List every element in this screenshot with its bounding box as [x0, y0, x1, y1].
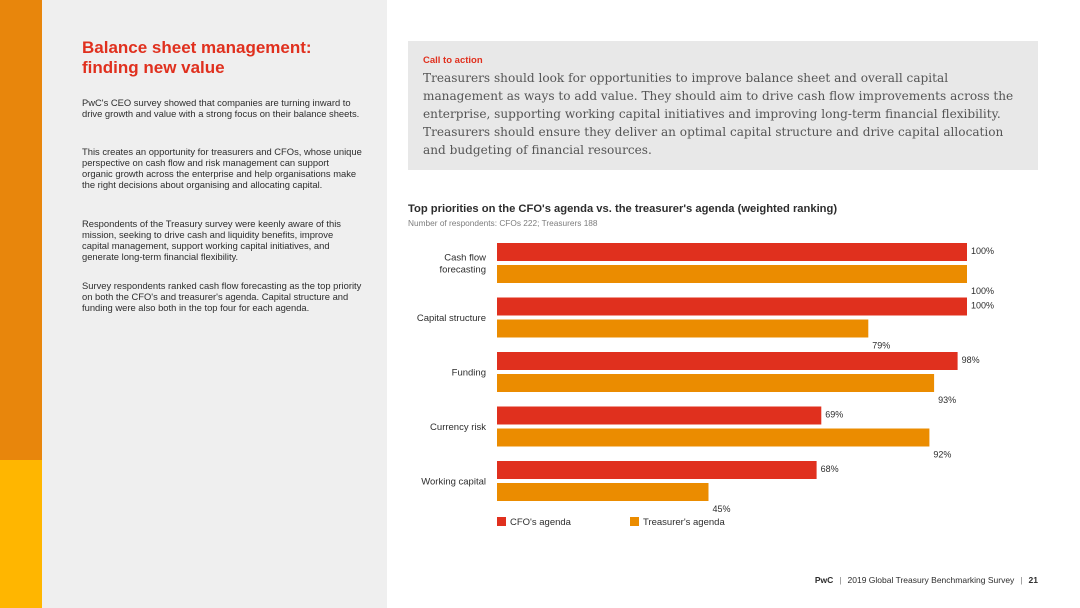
category-label: Funding: [452, 368, 486, 379]
bar-value-label: 79%: [872, 341, 890, 351]
page-footer: PwC | 2019 Global Treasury Benchmarking Su…: [815, 575, 1038, 585]
ranking-paragraph: Survey respondents ranked cash flow fore…: [82, 280, 362, 313]
treasurer-bar: [497, 265, 967, 283]
call-to-action-text: Treasurers should look for opportunities…: [423, 71, 1014, 157]
intro-paragraph: PwC's CEO survey showed that companies a…: [82, 97, 360, 119]
treasurer-bar: [497, 428, 930, 447]
left-panel: [42, 0, 387, 608]
section-title-line-2: finding new value: [82, 58, 225, 77]
section-title-line-1: Balance sheet management:: [82, 38, 312, 57]
category-label: Currency risk: [430, 422, 486, 433]
category-label: Cash flow forecasting: [440, 253, 487, 276]
footer-survey-name: 2019 Global Treasury Benchmarking Survey: [847, 575, 1015, 585]
bar-value-label: 100%: [971, 286, 994, 296]
legend-swatch: [497, 517, 506, 526]
call-to-action-box: [408, 41, 1038, 170]
bar-value-label: 92%: [933, 450, 951, 460]
cfo-bar: [497, 243, 967, 261]
bar-value-label: 100%: [971, 246, 994, 256]
opportunity-paragraph: This creates an opportunity for treasure…: [82, 146, 362, 190]
legend-label: Treasurer's agenda: [643, 517, 725, 528]
cfo-bar: [497, 352, 958, 370]
page-number: 21: [1028, 575, 1038, 585]
bar-value-label: 100%: [971, 301, 994, 311]
call-to-action-label: Call to action: [423, 55, 483, 66]
bar-value-label: 68%: [821, 464, 839, 474]
chart-subtitle: Number of respondents: CFOs 222; Treasur…: [408, 218, 598, 228]
bar-value-label: 98%: [962, 355, 980, 365]
treasurer-bar: [497, 483, 709, 501]
legend-swatch: [630, 517, 639, 526]
treasurer-bar: [497, 319, 869, 338]
footer-separator: |: [1020, 575, 1023, 585]
bar-value-label: 93%: [938, 395, 956, 405]
yellow-side-strip: [0, 460, 42, 608]
orange-side-strip: [0, 0, 42, 460]
category-label: Capital structure: [417, 313, 486, 324]
category-label: Working capital: [421, 477, 486, 488]
cfo-bar: [497, 406, 822, 425]
cfo-bar: [497, 461, 817, 479]
legend-label: CFO's agenda: [510, 517, 572, 528]
bar-value-label: 69%: [825, 410, 843, 420]
footer-separator: |: [839, 575, 842, 585]
cfo-bar: [497, 297, 967, 316]
section-title: Balance sheet management: finding new va…: [82, 38, 372, 78]
treasurer-bar: [497, 374, 935, 392]
respondents-paragraph: Respondents of the Treasury survey were …: [82, 218, 341, 262]
bar-value-label: 45%: [713, 504, 731, 514]
footer-brand: PwC: [814, 575, 834, 585]
chart-title: Top priorities on the CFO's agenda vs. t…: [408, 203, 838, 215]
